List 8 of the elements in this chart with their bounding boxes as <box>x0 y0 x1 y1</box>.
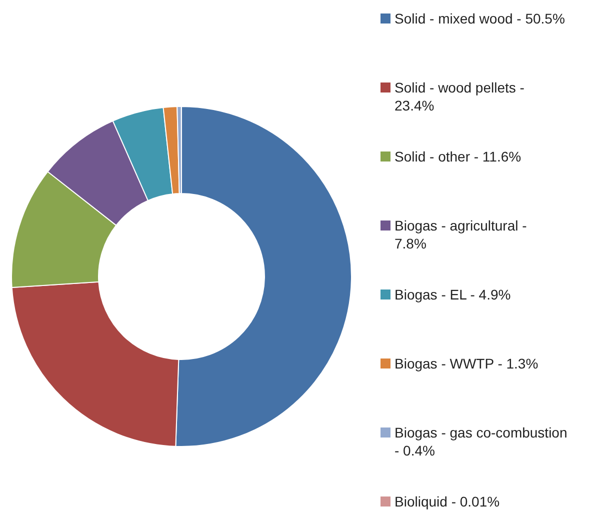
legend-label: Solid - other - 11.6% <box>394 148 522 164</box>
legend-label: Solid - mixed wood - 50.5% <box>394 10 565 26</box>
legend-label: Solid - wood pellets - 23.4% <box>394 80 525 114</box>
legend-label: Bioliquid - 0.01% <box>394 494 500 510</box>
legend-label: Biogas - gas co-combustion - 0.4% <box>394 424 568 458</box>
legend-label: Biogas - WWTP - 1.3% <box>394 356 538 372</box>
legend-label: Biogas - agricultural - 7.8% <box>394 218 528 252</box>
legend-label: Biogas - EL - 4.9% <box>394 286 511 302</box>
